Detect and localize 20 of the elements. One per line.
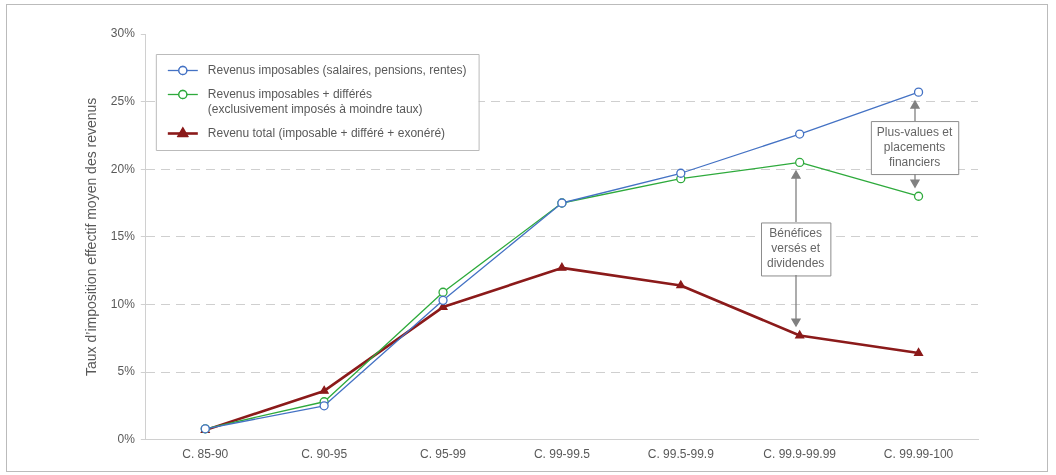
y-axis-title: Taux d’imposition effectif moyen des revenus bbox=[83, 97, 100, 376]
x-tick-label: C. 90-95 bbox=[301, 447, 348, 462]
y-tick-label: 15% bbox=[110, 229, 136, 244]
legend-label: Revenus imposables + différés (exclusivement imposés à moindre taux) bbox=[207, 86, 423, 116]
annotation: Plus-values et placements financiers bbox=[876, 124, 953, 169]
x-tick-label: C. 99.9-99.99 bbox=[763, 447, 837, 462]
y-tick-label: 5% bbox=[117, 364, 136, 379]
x-tick-label: C. 99-99.5 bbox=[533, 447, 591, 462]
annotation: Bénéfices versés et dividendes bbox=[766, 226, 825, 271]
x-tick-label: C. 85-90 bbox=[182, 447, 229, 462]
y-tick-label: 20% bbox=[110, 161, 136, 176]
x-tick-label: C. 99.99-100 bbox=[883, 447, 954, 462]
y-tick-label: 25% bbox=[110, 93, 136, 108]
y-tick-label: 10% bbox=[110, 296, 136, 311]
y-tick-label: 0% bbox=[117, 431, 136, 446]
legend-label: Revenu total (imposable + différé + exonéré) bbox=[207, 125, 446, 140]
legend-label: Revenus imposables (salaires, pensions, rentes) bbox=[207, 62, 467, 77]
y-tick-label: 30% bbox=[110, 26, 136, 41]
x-tick-label: C. 99.5-99.9 bbox=[647, 447, 715, 462]
x-tick-label: C. 95-99 bbox=[420, 447, 467, 462]
